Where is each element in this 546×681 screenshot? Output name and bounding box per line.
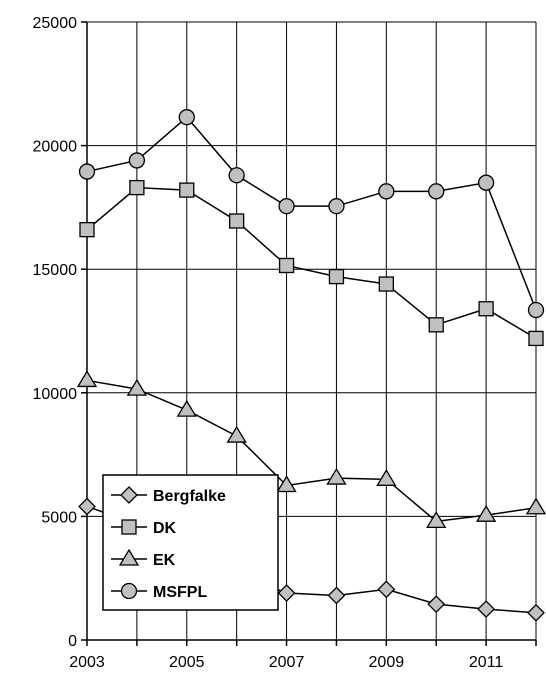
data-point-dk-square-marker — [528, 330, 544, 347]
data-point-ek-triangle-marker — [176, 399, 197, 417]
data-point-msfpl-circle-marker — [228, 167, 245, 184]
axes: 0 5000 10000 15000 20000 25000 2003 2005 2007 200… — [33, 15, 537, 671]
x-tick-label: 2003 — [69, 654, 105, 671]
data-point-ek-triangle-marker — [376, 469, 397, 486]
data-point-dk-square-marker — [428, 317, 444, 333]
data-point-ek-triangle-marker — [525, 497, 546, 515]
data-point-ek-triangle-marker — [326, 467, 347, 485]
data-point-bergfalke-diamond-marker — [78, 497, 96, 516]
data-point-msfpl-circle-marker — [278, 198, 295, 215]
x-tick-label: 2005 — [169, 654, 205, 671]
legend-label-bergfalke: Bergfalke — [153, 488, 226, 505]
data-point-msfpl-circle-marker — [328, 198, 345, 215]
data-point-dk-square-marker — [229, 213, 245, 229]
data-point-msfpl-circle-marker — [527, 301, 545, 319]
legend-label-ek: EK — [153, 552, 176, 569]
data-point-dk-square-marker — [278, 257, 295, 274]
data-point-dk-square-marker — [478, 301, 494, 317]
series-line-ek — [86, 379, 537, 523]
data-point-msfpl-circle-marker — [378, 183, 395, 200]
y-tick-label: 5000 — [41, 509, 77, 526]
legend-label-msfpl: MSFPL — [153, 584, 207, 601]
data-markers — [76, 109, 546, 622]
data-point-msfpl-circle-marker — [178, 109, 195, 126]
data-point-ek-triangle-marker — [426, 511, 447, 528]
legend-dk-square-icon — [121, 519, 137, 535]
data-point-bergfalke-diamond-marker — [427, 595, 446, 614]
x-tick-label: 2011 — [469, 654, 504, 671]
data-point-dk-square-marker — [79, 221, 95, 238]
x-tick-label: 2009 — [369, 654, 405, 671]
data-point-ek-triangle-marker — [76, 370, 98, 388]
legend-bergfalke-diamond-icon — [120, 486, 138, 504]
series-line-msfpl — [86, 116, 537, 311]
y-tick-label: 20000 — [33, 139, 78, 156]
data-point-bergfalke-diamond-marker — [377, 580, 396, 599]
x-tick-label: 2007 — [269, 654, 305, 671]
data-point-dk-square-marker — [179, 182, 195, 198]
data-point-dk-square-marker — [378, 276, 394, 292]
series-line-dk — [86, 186, 537, 340]
data-point-bergfalke-diamond-marker — [477, 600, 496, 619]
data-point-dk-square-marker — [129, 179, 145, 196]
y-tick-label: 0 — [68, 633, 77, 650]
grid — [87, 21, 537, 640]
data-point-bergfalke-diamond-marker — [527, 603, 545, 622]
data-point-bergfalke-diamond-marker — [277, 584, 296, 602]
data-point-msfpl-circle-marker — [128, 152, 146, 169]
legend-ek-triangle-icon — [118, 548, 140, 566]
data-point-dk-square-marker — [328, 268, 345, 285]
data-point-msfpl-circle-marker — [477, 174, 495, 191]
y-tick-label: 10000 — [33, 386, 78, 403]
data-point-msfpl-circle-marker — [78, 163, 96, 180]
data-point-ek-triangle-marker — [475, 504, 497, 522]
legend: Bergfalke DK EK MSFPL — [102, 474, 279, 611]
y-tick-label: 15000 — [33, 262, 78, 279]
legend-label-dk: DK — [153, 520, 177, 537]
data-point-msfpl-circle-marker — [428, 183, 445, 200]
data-point-bergfalke-diamond-marker — [327, 586, 346, 605]
legend-msfpl-circle-icon — [120, 582, 138, 600]
data-point-ek-triangle-marker — [276, 475, 297, 493]
data-point-ek-triangle-marker — [126, 378, 148, 396]
data-point-ek-triangle-marker — [226, 425, 247, 443]
y-tick-label: 25000 — [33, 15, 78, 32]
